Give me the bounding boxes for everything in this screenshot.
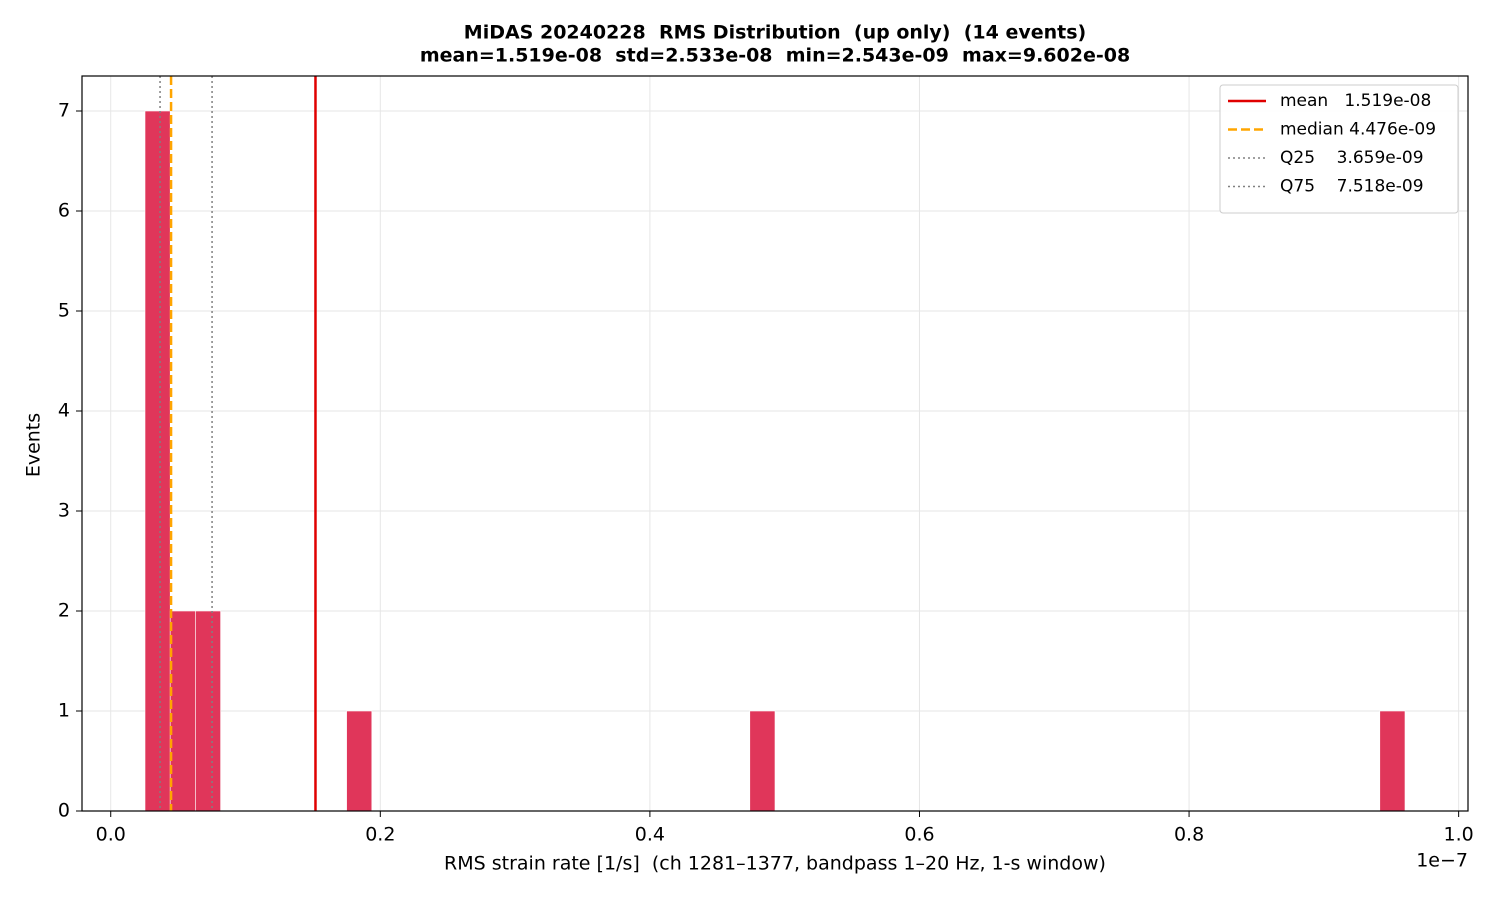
y-tick-label: 5 [58, 300, 70, 322]
bar [749, 710, 776, 812]
y-tick-label: 2 [58, 600, 70, 622]
bar [169, 610, 196, 812]
legend-label: median 4.476e-09 [1280, 120, 1436, 140]
x-tick-label: 0.2 [365, 824, 395, 846]
bar [195, 610, 221, 812]
legend-label: Q75 7.518e-09 [1280, 177, 1424, 197]
y-tick-label: 6 [58, 200, 70, 222]
x-tick-label: 1.0 [1444, 824, 1474, 846]
y-tick-label: 3 [58, 500, 70, 522]
x-tick-label: 0.4 [635, 824, 665, 846]
legend-box [1219, 84, 1459, 214]
legend-label: mean 1.519e-08 [1280, 91, 1431, 111]
y-tick-label: 7 [58, 100, 70, 122]
y-tick-label: 1 [58, 700, 70, 722]
bar [1379, 710, 1406, 812]
y-axis-label: Events [23, 413, 45, 477]
bar [144, 110, 171, 812]
x-tick-label: 0.0 [96, 824, 126, 846]
y-tick-label: 0 [58, 800, 70, 822]
y-tick-label: 4 [58, 400, 70, 422]
x-tick-label: 0.6 [904, 824, 934, 846]
x-offset-label: 1e−7 [1416, 850, 1468, 872]
bar [346, 710, 373, 812]
chart-title: MiDAS 20240228 RMS Distribution (up only… [464, 22, 1086, 44]
x-axis-label: RMS strain rate [1/s] (ch 1281–1377, ban… [444, 853, 1106, 875]
chart-subtitle: mean=1.519e-08 std=2.533e-08 min=2.543e-… [420, 45, 1130, 67]
plot-frame [81, 75, 1469, 812]
legend-label: Q25 3.659e-09 [1280, 148, 1424, 168]
x-tick-label: 0.8 [1174, 824, 1204, 846]
